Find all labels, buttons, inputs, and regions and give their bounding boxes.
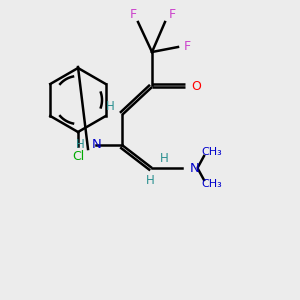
Text: N: N — [92, 139, 102, 152]
Text: H: H — [76, 137, 85, 151]
Text: N: N — [190, 161, 200, 175]
Text: H: H — [160, 152, 168, 164]
Text: Cl: Cl — [72, 149, 84, 163]
Text: F: F — [183, 40, 190, 53]
Text: CH₃: CH₃ — [202, 179, 222, 189]
Text: CH₃: CH₃ — [202, 147, 222, 157]
Text: O: O — [191, 80, 201, 94]
Text: F: F — [129, 8, 137, 20]
Text: F: F — [168, 8, 175, 20]
Text: H: H — [106, 100, 114, 113]
Text: H: H — [146, 173, 154, 187]
